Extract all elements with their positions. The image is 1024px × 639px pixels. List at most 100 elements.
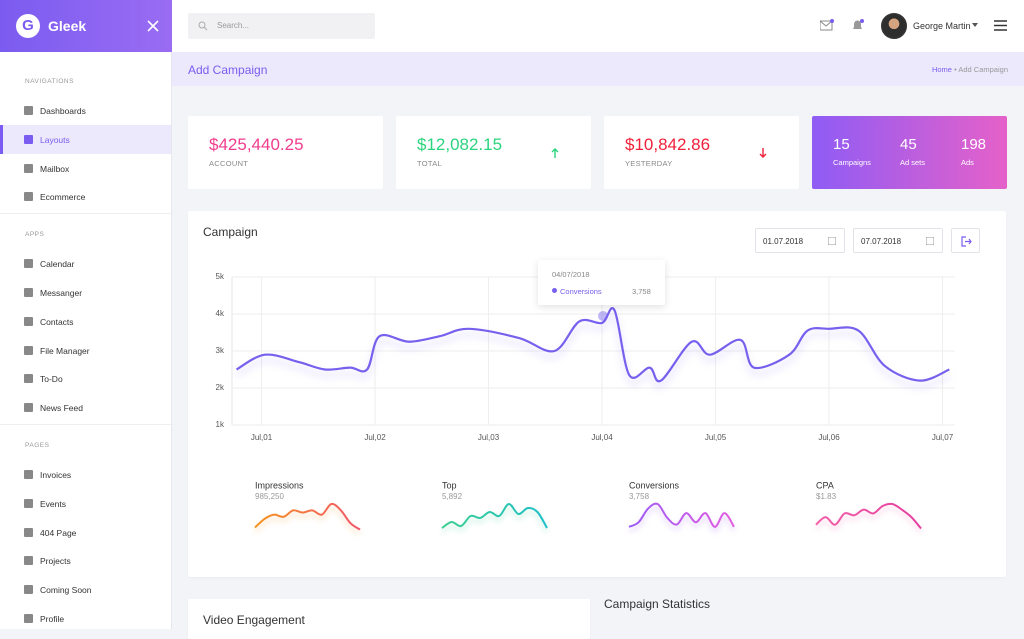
section-heading: APPS xyxy=(25,231,45,239)
top-bar: Search... George Martin xyxy=(172,0,1024,52)
nav-label: 404 Page xyxy=(40,527,77,538)
stat-value: $10,842.86 xyxy=(625,135,711,154)
metric-name: Top xyxy=(442,480,457,490)
stat-card: $12,082.15 TOTAL xyxy=(396,116,591,189)
stat-card: $425,440.25 ACCOUNT xyxy=(188,116,383,189)
export-button[interactable] xyxy=(951,228,980,253)
nav-item[interactable]: Dashboards xyxy=(0,96,171,125)
nav-label: Events xyxy=(40,498,66,509)
nav-item[interactable]: News Feed xyxy=(0,393,171,422)
video-card: Video Engagement xyxy=(188,599,590,639)
nav-icon xyxy=(24,498,33,508)
nav-item[interactable]: Contacts xyxy=(0,307,171,336)
nav-icon xyxy=(24,374,33,384)
sparkline xyxy=(254,502,361,531)
search-placeholder: Search... xyxy=(217,21,250,30)
tooltip-swatch xyxy=(552,288,557,293)
summary-value: 15 xyxy=(833,136,850,153)
campaign-card: Campaign 01.07.2018 07.07.2018 1k 2k 3k 4k 5… xyxy=(188,211,1006,577)
nav-label: Calendar xyxy=(40,259,75,270)
summary-card: 15 Campaigns 45 Ad sets 198 Ads xyxy=(812,116,1007,189)
nav-icon xyxy=(24,316,33,326)
nav-item[interactable]: To-Do xyxy=(0,364,171,393)
nav-item[interactable]: Mailbox xyxy=(0,154,171,183)
sidebar: NAVIGATIONS Dashboards Layouts Mailbox Ecomm… xyxy=(0,0,172,629)
breadcrumb-current: Add Campaign xyxy=(958,65,1008,74)
nav-item[interactable]: Layouts xyxy=(0,124,171,154)
nav-icon xyxy=(24,614,33,623)
search-box[interactable]: Search... xyxy=(188,13,375,39)
metric-name: Impressions xyxy=(255,480,304,490)
nav-icon xyxy=(24,106,33,115)
divider xyxy=(0,424,171,425)
nav-label: File Manager xyxy=(40,345,90,356)
mail-icon[interactable] xyxy=(820,19,834,31)
x-tick-label: Jul,03 xyxy=(478,433,500,442)
metric-name: CPA xyxy=(816,480,834,490)
date-text: 01.07.2018 xyxy=(763,237,804,246)
sparkline xyxy=(628,502,735,528)
search-icon xyxy=(198,21,208,31)
trend-arrow xyxy=(551,148,559,158)
nav-item[interactable]: Messanger xyxy=(0,278,171,307)
x-tick-label: Jul,07 xyxy=(932,433,954,442)
menu-icon[interactable] xyxy=(994,20,1007,31)
brand: Gleek xyxy=(48,18,87,34)
date-from[interactable]: 01.07.2018 xyxy=(755,228,845,253)
card-title: Campaign xyxy=(203,225,258,239)
y-tick-label: 4k xyxy=(216,309,225,318)
data-line xyxy=(235,307,950,383)
section-heading: NAVIGATIONS xyxy=(25,78,74,85)
nav-item[interactable]: Events xyxy=(0,489,171,518)
card-title: Video Engagement xyxy=(203,613,305,627)
metric-value: 985,250 xyxy=(255,492,284,501)
avatar[interactable] xyxy=(881,13,907,39)
x-tick-label: Jul,06 xyxy=(818,433,840,442)
nav-item[interactable]: Invoices xyxy=(0,460,171,489)
nav-label: News Feed xyxy=(40,403,83,414)
nav-item[interactable]: Projects xyxy=(0,546,171,575)
metric-name: Conversions xyxy=(629,480,680,490)
stat-value: $12,082.15 xyxy=(417,135,503,154)
nav-label: To-Do xyxy=(40,374,63,385)
sparkline xyxy=(815,502,922,530)
dropdown-caret[interactable] xyxy=(972,23,979,28)
y-tick-label: 2k xyxy=(216,383,225,392)
nav-icon xyxy=(24,259,33,269)
page-title: Add Campaign xyxy=(188,63,268,77)
breadcrumb-link[interactable]: Home xyxy=(931,65,952,74)
summary-label: Campaigns xyxy=(833,158,871,167)
nav-icon xyxy=(24,403,33,413)
nav-item[interactable]: Calendar xyxy=(0,249,171,278)
nav-item[interactable]: File Manager xyxy=(0,336,171,365)
logo-icon: G xyxy=(16,14,40,38)
section-title: Campaign Statistics xyxy=(604,597,711,611)
nav-label: Ecommerce xyxy=(40,192,86,203)
hover-point xyxy=(598,311,608,321)
nav-icon xyxy=(24,470,33,479)
user-name[interactable]: George Martin xyxy=(913,21,971,31)
nav-icon xyxy=(24,163,33,173)
nav-item[interactable]: Coming Soon xyxy=(0,575,171,604)
metric-value: $1.83 xyxy=(816,492,837,501)
nav-item[interactable]: Ecommerce xyxy=(0,182,171,211)
page-header: Add Campaign Home • Add Campaign xyxy=(172,52,1024,86)
date-to[interactable]: 07.07.2018 xyxy=(853,228,943,253)
divider xyxy=(0,213,171,215)
trend-arrow xyxy=(759,148,767,158)
sparkline xyxy=(441,503,548,529)
tools-icon[interactable] xyxy=(146,19,160,33)
nav-icon xyxy=(24,556,33,566)
tooltip-series: Conversions xyxy=(560,287,602,296)
x-tick-label: Jul,04 xyxy=(591,433,613,442)
nav-label: Invoices xyxy=(40,470,72,480)
nav-label: Dashboards xyxy=(40,106,86,116)
bell-icon[interactable] xyxy=(851,18,865,32)
stat-label: ACCOUNT xyxy=(209,159,249,168)
nav-item[interactable]: Profile xyxy=(0,604,171,633)
nav-label: Projects xyxy=(40,556,71,567)
export-icon xyxy=(961,236,972,247)
nav-item[interactable]: 404 Page xyxy=(0,518,171,547)
metric-value: 5,892 xyxy=(442,492,463,501)
